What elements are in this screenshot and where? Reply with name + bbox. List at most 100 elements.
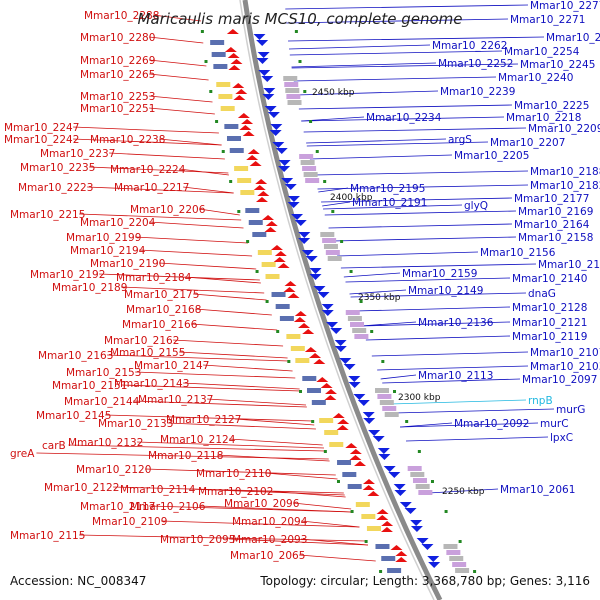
feature-box: [325, 250, 340, 255]
leader-line: [185, 276, 261, 284]
forward-gene-arrow: [313, 359, 326, 364]
feature-box: [305, 178, 320, 183]
feature-box: [240, 190, 255, 195]
gene-label-left: Mmar10_2151: [52, 380, 127, 392]
leader-line: [371, 351, 529, 357]
leader-line: [173, 339, 284, 347]
feature-box: [286, 334, 301, 339]
reverse-gene-arrow: [377, 448, 390, 454]
leader-line: [191, 323, 278, 331]
reverse-gene-arrow: [404, 508, 417, 514]
tick-dot: [323, 180, 327, 183]
leader-line: [328, 223, 513, 229]
leader-line: [355, 306, 511, 312]
forward-gene-arrow: [395, 551, 408, 556]
leader-line: [183, 186, 234, 194]
reverse-gene-arrow: [309, 274, 322, 280]
gene-label-right: Mmar10_2188: [530, 166, 600, 178]
leader-line: [105, 414, 313, 422]
reverse-gene-arrow: [267, 112, 280, 118]
leader-line: [349, 289, 407, 295]
gene-label-right: Mmar10_2277: [530, 0, 600, 12]
leader-line: [350, 292, 527, 298]
leader-line: [289, 50, 503, 56]
gene-label-right: Mmar10_2113: [418, 370, 493, 382]
tick-dot: [209, 90, 213, 93]
gene-label-left: Mmar10_2110: [196, 468, 271, 480]
gene-label-right: murG: [556, 404, 585, 416]
reverse-gene-arrow: [368, 430, 381, 436]
feature-box: [407, 466, 422, 471]
leader-line: [289, 44, 431, 50]
feature-box: [265, 274, 280, 279]
leader-line: [298, 104, 513, 110]
forward-gene-arrow: [242, 131, 255, 136]
feature-box: [443, 544, 458, 549]
gene-label-right: Mmar10_2207: [490, 137, 565, 149]
forward-gene-arrow: [349, 449, 362, 454]
reverse-gene-arrow: [410, 526, 423, 532]
forward-gene-arrow: [302, 329, 315, 334]
feature-box: [286, 94, 301, 99]
gene-label-left: Mmar10_2215: [10, 209, 85, 221]
reverse-gene-arrow: [339, 358, 352, 364]
feature-box: [211, 52, 226, 57]
reverse-gene-arrow: [421, 544, 434, 550]
forward-gene-arrow: [227, 53, 240, 58]
forward-gene-arrow: [316, 377, 329, 382]
leader-line: [217, 454, 330, 462]
forward-gene-arrow: [309, 353, 322, 358]
feature-box: [375, 544, 390, 549]
feature-box: [382, 406, 397, 411]
leader-line: [288, 36, 545, 42]
reverse-gene-arrow: [334, 346, 347, 352]
forward-gene-arrow: [294, 311, 307, 316]
leader-line: [203, 364, 293, 372]
feature-box: [324, 430, 339, 435]
gene-label-right: Mmar10_2254: [504, 46, 580, 58]
feature-box: [377, 394, 392, 399]
feature-box: [412, 478, 427, 483]
gene-label-right: Mmar10_2218: [506, 112, 581, 124]
feature-box: [257, 250, 272, 255]
reverse-gene-arrow: [269, 130, 282, 136]
gene-label-right: Mmar10_2164: [514, 219, 590, 231]
gene-label-right: Mmar10_2252: [438, 58, 513, 70]
reverse-gene-arrow: [309, 268, 322, 274]
tick-dot: [458, 540, 462, 543]
kbp-tick-label: 2250 kbp: [442, 487, 485, 497]
forward-gene-arrow: [362, 479, 375, 484]
reverse-gene-arrow: [253, 34, 266, 40]
leader-line: [99, 273, 260, 281]
tick-dot: [336, 480, 340, 483]
reverse-gene-arrow: [305, 256, 318, 262]
leader-line: [149, 73, 209, 81]
leader-line: [321, 197, 513, 203]
gene-label-left: Mmar10_2133: [98, 418, 173, 430]
gene-label-left: Mmar10_2189: [52, 282, 127, 294]
reverse-gene-arrow: [317, 292, 330, 298]
gene-label-right: Mmar10_2103: [530, 361, 600, 373]
feature-box: [287, 100, 302, 105]
kbp-tick-label: 2400 kbp: [330, 193, 373, 203]
leader-line: [343, 272, 401, 278]
leader-line: [193, 293, 267, 301]
reverse-gene-arrow: [287, 196, 300, 202]
forward-gene-arrow: [249, 161, 262, 166]
forward-gene-arrow: [376, 509, 389, 514]
tick-dot: [417, 450, 421, 453]
reverse-gene-arrow: [348, 376, 361, 382]
feature-box: [347, 316, 362, 321]
feature-box: [449, 556, 464, 561]
reverse-gene-arrow: [264, 106, 277, 112]
leader-line: [340, 263, 537, 269]
reverse-gene-arrow: [378, 454, 391, 460]
gene-label-right: Mmar10_2271: [510, 14, 585, 26]
leader-line: [377, 365, 529, 371]
leader-line: [324, 210, 517, 216]
leader-line: [73, 126, 219, 134]
leader-line: [195, 308, 272, 316]
tick-dot: [237, 210, 241, 213]
forward-gene-arrow: [262, 215, 275, 220]
